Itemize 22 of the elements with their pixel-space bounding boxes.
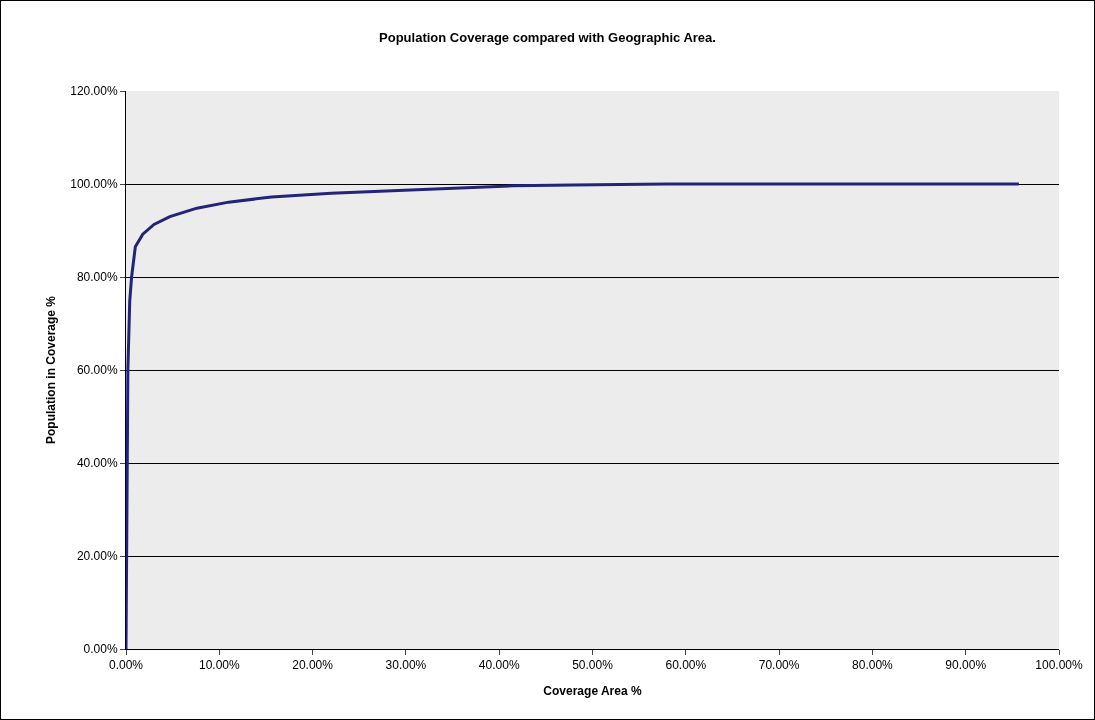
y-tick-label: 80.00% [76,270,118,285]
x-tick-label: 100.00% [1035,658,1084,673]
y-tick-label: 0.00% [83,642,118,657]
x-tick-label: 20.00% [292,658,334,673]
x-tick-label: 0.00% [108,658,144,673]
line-series [126,182,1021,649]
y-axis-title: Population in Coverage % [43,295,58,445]
x-tick-label: 90.00% [945,658,987,673]
x-tick-label: 80.00% [852,658,894,673]
y-tick-label: 60.00% [76,363,118,378]
x-tick-label: 70.00% [758,658,800,673]
y-tick-label: 120.00% [70,84,118,99]
x-tick-label: 30.00% [385,658,427,673]
x-tick-label: 50.00% [572,658,614,673]
x-tick-label: 60.00% [665,658,707,673]
y-tick-label: 40.00% [76,456,118,471]
y-tick-label: 100.00% [70,177,118,192]
y-tick-label: 20.00% [76,549,118,564]
x-axis-title: Coverage Area % [543,684,642,698]
x-tick-label: 10.00% [198,658,240,673]
chart-title: Population Coverage compared with Geographic Area. [379,30,716,46]
x-tick-label: 40.00% [478,658,520,673]
